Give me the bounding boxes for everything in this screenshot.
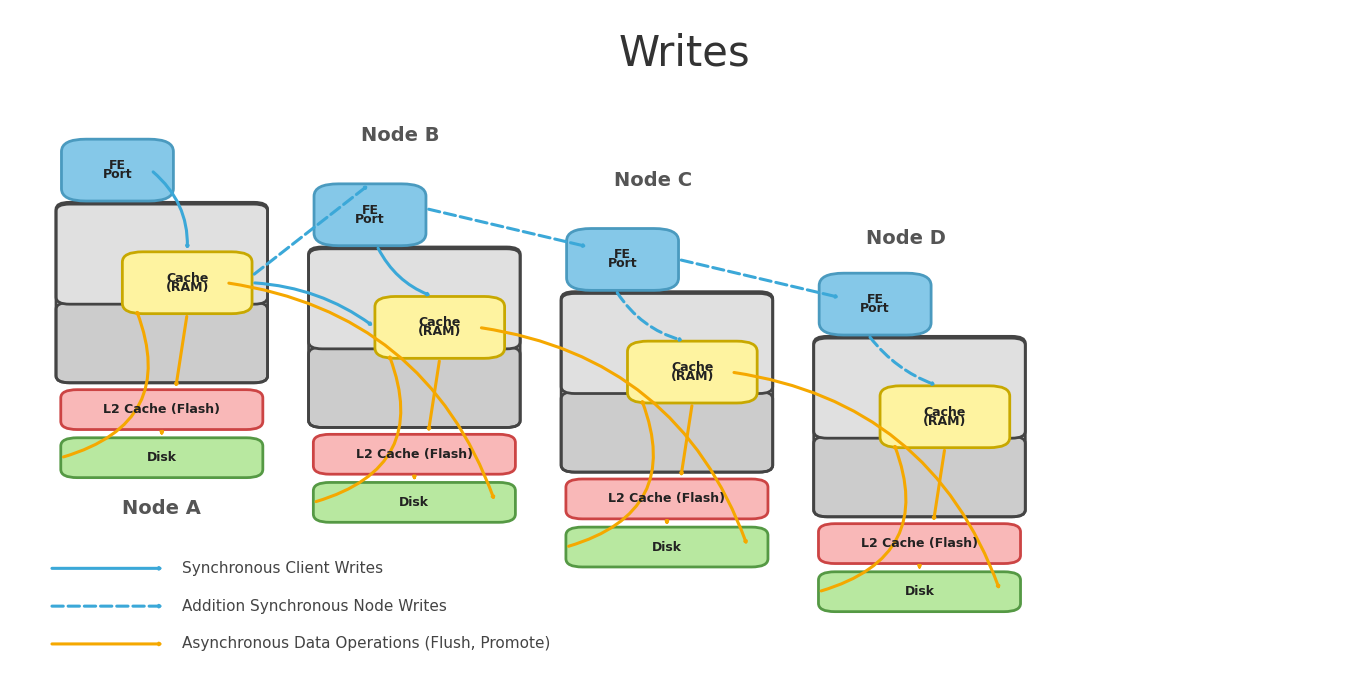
FancyBboxPatch shape bbox=[122, 252, 252, 314]
FancyBboxPatch shape bbox=[566, 228, 679, 290]
Text: Disk: Disk bbox=[146, 451, 176, 464]
FancyBboxPatch shape bbox=[375, 297, 505, 358]
Text: Disk: Disk bbox=[399, 496, 430, 509]
FancyBboxPatch shape bbox=[566, 479, 767, 519]
FancyBboxPatch shape bbox=[819, 273, 932, 335]
FancyBboxPatch shape bbox=[60, 437, 263, 477]
Text: Port: Port bbox=[103, 168, 133, 181]
Text: Writes: Writes bbox=[618, 32, 750, 75]
Text: Port: Port bbox=[860, 302, 891, 315]
Text: Port: Port bbox=[607, 257, 637, 270]
FancyBboxPatch shape bbox=[313, 482, 516, 522]
FancyBboxPatch shape bbox=[315, 184, 425, 246]
FancyBboxPatch shape bbox=[814, 336, 1025, 438]
Text: Node C: Node C bbox=[614, 170, 692, 190]
Text: L2 Cache (Flash): L2 Cache (Flash) bbox=[609, 493, 725, 506]
FancyBboxPatch shape bbox=[818, 524, 1021, 564]
Text: (RAM): (RAM) bbox=[923, 415, 967, 428]
Text: (RAM): (RAM) bbox=[670, 370, 714, 383]
Text: Port: Port bbox=[356, 213, 384, 226]
FancyBboxPatch shape bbox=[628, 341, 757, 403]
Text: FE: FE bbox=[614, 248, 631, 262]
FancyBboxPatch shape bbox=[818, 572, 1021, 611]
Text: Cache: Cache bbox=[923, 406, 966, 419]
Text: L2 Cache (Flash): L2 Cache (Flash) bbox=[860, 537, 978, 550]
Text: Disk: Disk bbox=[904, 585, 934, 598]
FancyBboxPatch shape bbox=[566, 527, 767, 567]
FancyBboxPatch shape bbox=[880, 386, 1010, 448]
Text: Addition Synchronous Node Writes: Addition Synchronous Node Writes bbox=[182, 599, 446, 613]
FancyBboxPatch shape bbox=[309, 247, 520, 349]
FancyBboxPatch shape bbox=[309, 347, 520, 428]
Text: Cache: Cache bbox=[672, 361, 714, 374]
FancyBboxPatch shape bbox=[56, 302, 268, 383]
Text: Node D: Node D bbox=[866, 229, 945, 248]
FancyBboxPatch shape bbox=[561, 292, 773, 393]
FancyBboxPatch shape bbox=[561, 392, 773, 472]
FancyBboxPatch shape bbox=[313, 434, 516, 474]
Text: Synchronous Client Writes: Synchronous Client Writes bbox=[182, 561, 383, 576]
Text: L2 Cache (Flash): L2 Cache (Flash) bbox=[356, 448, 473, 461]
Text: FE: FE bbox=[109, 159, 126, 172]
Text: Asynchronous Data Operations (Flush, Promote): Asynchronous Data Operations (Flush, Pro… bbox=[182, 636, 550, 651]
FancyBboxPatch shape bbox=[62, 139, 174, 201]
Text: Cache: Cache bbox=[166, 272, 208, 285]
Text: L2 Cache (Flash): L2 Cache (Flash) bbox=[104, 403, 220, 416]
Text: FE: FE bbox=[867, 293, 884, 306]
FancyBboxPatch shape bbox=[60, 390, 263, 430]
Text: Node A: Node A bbox=[122, 499, 201, 518]
Text: (RAM): (RAM) bbox=[166, 281, 209, 294]
Text: (RAM): (RAM) bbox=[419, 326, 461, 338]
FancyBboxPatch shape bbox=[814, 436, 1025, 517]
Text: Node B: Node B bbox=[361, 126, 440, 145]
Text: FE: FE bbox=[361, 204, 379, 217]
FancyBboxPatch shape bbox=[56, 202, 268, 304]
Text: Cache: Cache bbox=[419, 317, 461, 329]
Text: Disk: Disk bbox=[653, 540, 681, 553]
